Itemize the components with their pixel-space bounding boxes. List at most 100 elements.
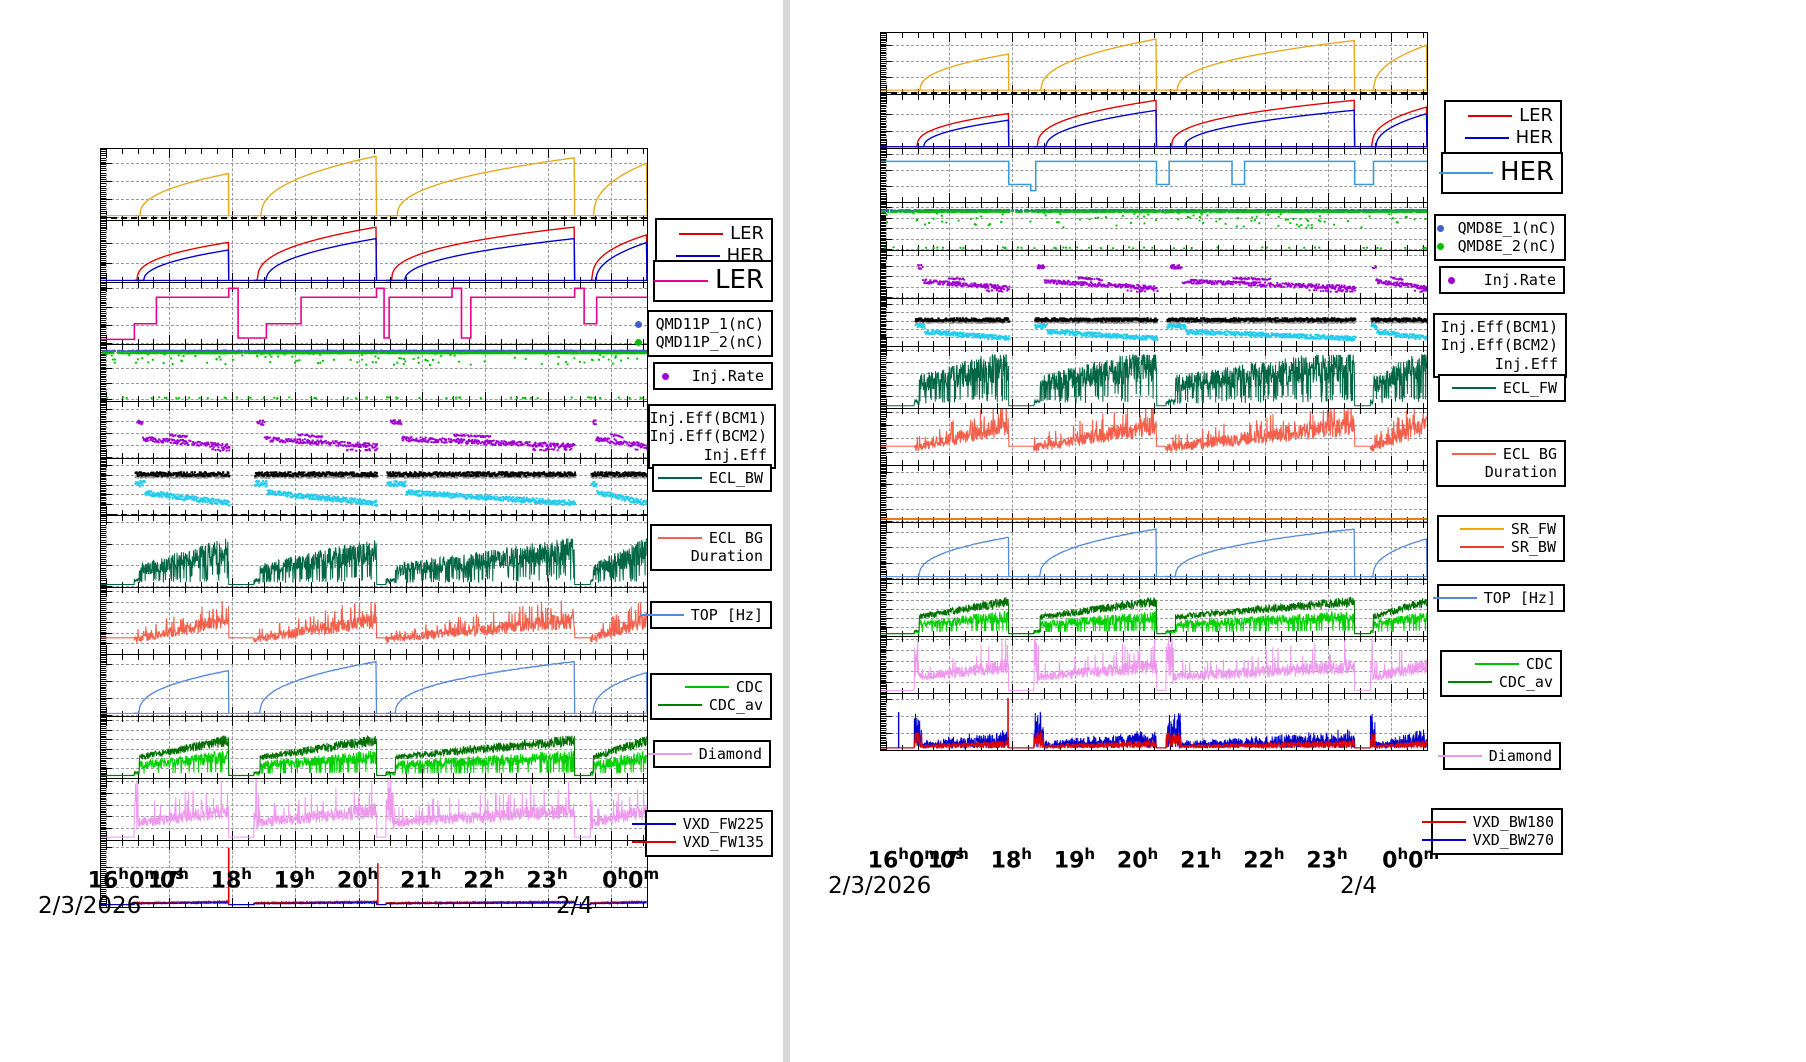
x-tick-mark-top [311, 841, 313, 846]
y-minor-tick [881, 135, 886, 136]
x-tick-mark [1296, 245, 1298, 250]
gridline-vertical [169, 459, 171, 515]
x-tick-mark-top [547, 841, 549, 850]
legend-top[interactable]: TOP [Hz] [639, 601, 772, 630]
x-tick-mark-top [169, 149, 171, 158]
legend-inj-rate[interactable]: Inj.Rate [653, 362, 773, 391]
legend-line-swatch [657, 704, 702, 707]
legend-inj-eff[interactable]: Inj.Eff(BCM1) Inj.Eff(BCM2) Inj.Eff [1433, 313, 1567, 378]
y-minor-tick [101, 168, 106, 169]
legend-rep-rate[interactable]: HER [1438, 152, 1563, 194]
x-tick-mark-top [153, 841, 155, 846]
x-tick-mark-top [484, 655, 486, 664]
x-tick-mark-top [200, 459, 202, 464]
legend-beam-current[interactable]: LER HER [1444, 100, 1562, 154]
y-minor-tick [881, 391, 886, 392]
y-minor-tick [101, 836, 106, 837]
y-minor-tick [881, 81, 886, 82]
gridline-vertical [949, 251, 951, 298]
legend-top[interactable]: TOP [Hz] [1432, 584, 1565, 613]
x-tick-mark [949, 399, 951, 408]
x-tick-mark [1028, 197, 1030, 202]
x-tick-mark-top [1343, 580, 1345, 585]
x-tick-mark-top [1138, 251, 1140, 260]
y-minor-tick [881, 74, 886, 75]
x-tick-mark-top [311, 588, 313, 593]
x-tick-mark [1296, 631, 1298, 636]
legend-sr[interactable]: SR_FW SR_BW [1437, 515, 1565, 562]
x-tick-mark-top [121, 516, 123, 521]
y-minor-tick [881, 305, 886, 306]
x-tick-mark-top [216, 841, 218, 846]
gridline-vertical [1138, 203, 1140, 250]
x-tick-mark [933, 688, 935, 693]
trace-current [881, 99, 1427, 148]
x-tick-mark [964, 341, 966, 346]
legend-inj-eff[interactable]: Inj.Eff(BCM1) Inj.Eff(BCM2) Inj.Eff [648, 404, 776, 469]
plot-row-photon-rate: 43210PhotonRatex105 [880, 465, 1428, 523]
legend-cdc[interactable]: CDC CDC_av [1440, 650, 1562, 697]
y-minor-tick [881, 656, 886, 657]
x-tick-mark [996, 460, 998, 465]
gridline-horizontal [881, 438, 1427, 440]
y-minor-tick [881, 201, 886, 202]
x-tick-mark [437, 510, 439, 515]
y-tick-mark [101, 433, 112, 435]
x-tick-mark-top [901, 409, 903, 414]
legend-ecl-fw[interactable]: ECL_FW [1438, 374, 1566, 403]
x-tick-mark-top [358, 588, 360, 597]
legend-entry: Inj.Eff [657, 446, 767, 464]
legend-vxd[interactable]: VXD_BW180 VXD_BW270 [1421, 808, 1563, 855]
gridline-vertical [1264, 523, 1266, 579]
x-tick-mark-top [886, 251, 888, 260]
y-minor-tick [881, 288, 886, 289]
legend-charge[interactable]: QMD11P_1(nC) QMD11P_2(nC) [634, 310, 773, 357]
legend-vxd[interactable]: VXD_FW225 VXD_FW135 [631, 810, 773, 857]
y-minor-tick [101, 602, 106, 603]
y-minor-tick [101, 527, 106, 528]
x-tick-mark [933, 293, 935, 298]
y-minor-tick [101, 155, 106, 156]
x-tick-mark-top [500, 841, 502, 846]
y-minor-tick [101, 644, 106, 645]
x-tick-mark-top [311, 779, 313, 784]
legend-inj-rate[interactable]: Inj.Rate [1439, 266, 1565, 295]
y-minor-tick [101, 455, 106, 456]
y-minor-tick [101, 525, 106, 526]
y-minor-tick [101, 739, 106, 740]
x-tick-mark [1138, 337, 1140, 346]
gridline-horizontal [101, 457, 647, 458]
left-plot-stack: 3000020000100000Luminosity10005000I[mA]1… [100, 148, 648, 908]
x-tick-mark-top [216, 655, 218, 660]
x-tick-mark-top [469, 283, 471, 288]
legend-cdc[interactable]: CDC CDC_av [650, 673, 772, 720]
legend-charge[interactable]: QMD8E_1(nC) QMD8E_2(nC) [1434, 214, 1566, 261]
x-tick-mark [358, 449, 360, 458]
gridline-horizontal [881, 249, 1427, 250]
y-minor-tick [881, 646, 886, 647]
legend-diamond[interactable]: Diamond [647, 740, 771, 769]
legend-line-swatch [654, 279, 709, 282]
gridline-vertical [295, 283, 297, 344]
y-minor-tick [101, 903, 106, 904]
legend-entry: LER [664, 223, 764, 245]
x-tick-mark-top [484, 345, 486, 354]
legend-rep-rate[interactable]: LER [653, 260, 773, 302]
x-tick-mark [248, 510, 250, 515]
x-tick-mark [949, 139, 951, 148]
x-tick-mark [121, 277, 123, 282]
right-plot-panel[interactable]: 3000020000100000Luminosity10005000I[mA]1… [790, 0, 1806, 1062]
legend-ecl-bg-duration[interactable]: ECL BG Duration [650, 524, 772, 571]
y-minor-tick [101, 630, 106, 631]
y-minor-tick [881, 664, 886, 665]
legend-ecl-bw[interactable]: ECL_BW [652, 464, 772, 493]
gridline-vertical [1327, 203, 1329, 250]
legend-ecl-bg-duration[interactable]: ECL BG Duration [1436, 440, 1566, 487]
y-minor-tick [881, 172, 886, 173]
trace-vxd [881, 698, 1427, 750]
x-tick-mark [137, 582, 139, 587]
legend-diamond[interactable]: Diamond [1437, 742, 1561, 771]
left-plot-panel[interactable]: 3000020000100000Luminosity10005000I[mA]1… [0, 0, 783, 1062]
zero-reference-line [881, 92, 1427, 94]
x-tick-mark [563, 773, 565, 778]
